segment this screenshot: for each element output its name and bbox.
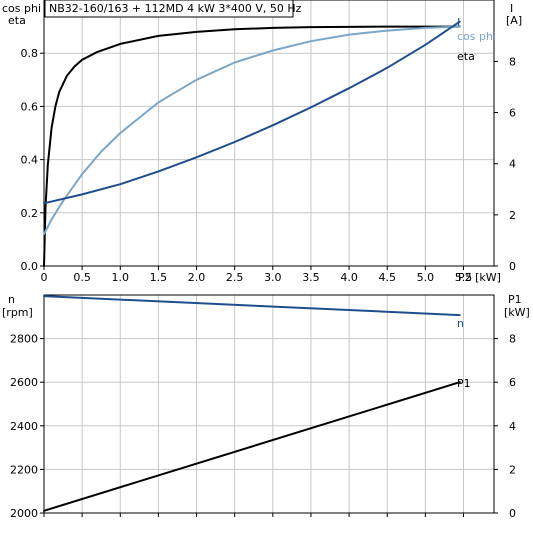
- series-line-eta: [43, 25, 461, 267]
- series-line-i: [43, 20, 461, 205]
- x-tick-label: 3.5: [302, 271, 320, 284]
- top-right-axis-label-i: I: [510, 2, 513, 15]
- y-left-tick-label: 0.6: [21, 100, 39, 113]
- y-right-tick-label: 0: [509, 260, 516, 273]
- title-box: [44, 0, 294, 18]
- x-tick-label: 1.5: [150, 271, 168, 284]
- bottom-panel-grid: [44, 295, 494, 513]
- series-label-cos-phi: cos phi: [457, 30, 496, 43]
- x-tick-label: 5.0: [417, 271, 435, 284]
- y-left-tick-label: 0.8: [21, 47, 39, 60]
- y-left-tick-label: 2800: [10, 333, 38, 346]
- x-tick-label: 2.5: [226, 271, 244, 284]
- y-left-tick-label: 2000: [10, 507, 38, 520]
- series-label-n: n: [457, 317, 464, 330]
- top-right-axis-label-unit: [A]: [506, 14, 522, 27]
- top-panel-frame: [43, 0, 495, 267]
- x-tick-label: 4.0: [340, 271, 358, 284]
- series-label-eta: eta: [457, 50, 475, 63]
- series-label-i: I: [457, 16, 460, 29]
- series-line-n: [43, 295, 461, 317]
- y-right-tick-label: 6: [509, 376, 516, 389]
- bottom-right-axis-label-p1: P1: [508, 293, 522, 306]
- y-right-tick-label: 8: [509, 55, 516, 68]
- y-left-tick-label: 0.2: [21, 207, 39, 220]
- y-right-tick-label: 8: [509, 333, 516, 346]
- chart-title: NB32-160/163 + 112MD 4 kW 3*400 V, 50 Hz: [49, 2, 302, 15]
- top-left-axis-label-eta: eta: [8, 14, 26, 27]
- y-right-tick-label: 2: [509, 463, 516, 476]
- bottom-panel-ticks: 2000 2200 2400 2600 2800 0 2 4 6 8: [10, 333, 516, 520]
- y-left-tick-label: 0.4: [21, 154, 39, 167]
- y-right-tick-label: 4: [509, 420, 516, 433]
- y-left-tick-label: 2400: [10, 420, 38, 433]
- top-panel-grid: [44, 0, 494, 266]
- x-tick-label: 4.5: [378, 271, 396, 284]
- y-left-tick-label: 2600: [10, 376, 38, 389]
- y-left-tick-label: 2200: [10, 463, 38, 476]
- x-tick-label: 3.0: [264, 271, 282, 284]
- top-x-axis-label: P2 [kW]: [458, 271, 501, 284]
- x-tick-label: 5.5: [455, 271, 473, 284]
- y-right-tick-label: 0: [509, 507, 516, 520]
- y-left-tick-label: 0.0: [21, 260, 39, 273]
- top-panel-ticks: 0 0.5 1.0 1.5 2.0 2.5 3.0 3.5 4.0 4.5 5.0 5.5 0.0 0.2…: [21, 47, 517, 284]
- bottom-right-axis-label-unit: [kW]: [504, 306, 530, 319]
- series-line-p1: [43, 381, 461, 512]
- bottom-panel-series: [43, 295, 461, 512]
- bottom-panel-frame: [43, 294, 495, 514]
- y-right-tick-label: 4: [509, 158, 516, 171]
- bottom-left-axis-label-n: n: [8, 293, 15, 306]
- series-line-cos-phi: [43, 25, 461, 236]
- series-label-p1: P1: [457, 377, 471, 390]
- bottom-left-axis-label-unit: [rpm]: [2, 306, 33, 319]
- x-tick-label: 0.5: [73, 271, 91, 284]
- x-tick-label: 1.0: [112, 271, 130, 284]
- top-left-axis-label-cosphi: cos phi: [2, 2, 41, 15]
- y-right-tick-label: 6: [509, 107, 516, 120]
- top-panel-series: [43, 20, 461, 267]
- y-right-tick-label: 2: [509, 209, 516, 222]
- x-tick-label: 2.0: [188, 271, 206, 284]
- x-tick-label: 0: [41, 271, 48, 284]
